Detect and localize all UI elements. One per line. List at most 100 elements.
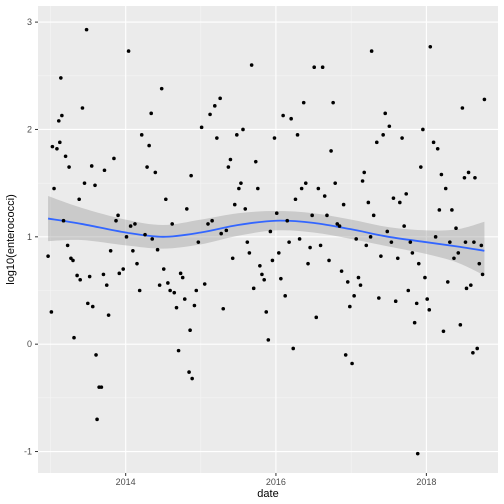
data-point [249, 63, 254, 67]
data-point [139, 133, 144, 137]
data-points-layer [46, 27, 487, 456]
data-point [80, 106, 85, 110]
data-point [358, 283, 363, 287]
data-point [343, 353, 348, 357]
data-point [482, 97, 487, 102]
data-point [473, 175, 477, 180]
data-point [168, 288, 172, 293]
data-point [155, 247, 160, 252]
data-point [454, 226, 458, 231]
data-point [412, 320, 417, 325]
data-point [368, 235, 373, 239]
data-point [306, 261, 310, 266]
data-point [283, 294, 287, 298]
data-point [299, 186, 304, 191]
data-point [104, 283, 109, 287]
data-point [463, 240, 468, 244]
data-point [237, 186, 241, 191]
data-point [318, 243, 323, 248]
data-point [331, 100, 335, 105]
data-point [247, 251, 252, 255]
data-point [178, 271, 183, 276]
data-point [410, 251, 415, 255]
data-point [385, 229, 390, 234]
data-point [433, 235, 438, 239]
data-point [277, 251, 281, 255]
data-point [84, 27, 89, 32]
data-point [161, 267, 166, 271]
data-point [479, 243, 484, 248]
smooth-trend-line [47, 217, 485, 252]
data-point [437, 208, 442, 212]
data-point [333, 181, 337, 185]
data-point [182, 297, 187, 301]
data-point [471, 350, 475, 355]
data-point [293, 197, 298, 202]
data-point [206, 222, 210, 226]
data-point [475, 346, 480, 351]
data-point [189, 173, 193, 178]
y-tick-label: 0 [27, 339, 32, 349]
data-point [345, 280, 350, 284]
data-point [75, 273, 79, 278]
data-point [464, 286, 469, 291]
data-point [67, 165, 71, 169]
data-point [124, 235, 129, 239]
data-point [329, 149, 333, 153]
data-point [356, 275, 361, 280]
data-point [381, 133, 385, 137]
data-point [408, 240, 413, 244]
data-point [308, 245, 312, 250]
data-point [232, 202, 237, 207]
data-point [153, 170, 158, 175]
data-point [86, 301, 90, 306]
data-point [147, 143, 151, 148]
data-point [226, 165, 231, 169]
data-point [258, 264, 262, 268]
data-point [90, 304, 95, 309]
data-point [360, 179, 365, 183]
data-point [452, 256, 456, 261]
data-point [270, 258, 275, 263]
data-point [398, 200, 402, 205]
data-point [93, 183, 97, 188]
data-point [466, 170, 471, 175]
data-point [460, 106, 465, 110]
data-point [235, 133, 239, 137]
y-axis: -1 0 1 2 3 [24, 17, 38, 457]
data-point [285, 218, 290, 223]
data-point [291, 346, 296, 351]
data-point [472, 240, 476, 244]
data-point [383, 111, 388, 116]
data-point [121, 267, 126, 271]
data-point [369, 49, 374, 53]
data-point [243, 207, 248, 211]
data-point [190, 376, 194, 381]
data-point [301, 100, 306, 105]
minor-grid [38, 6, 498, 473]
data-point [108, 248, 113, 253]
data-point [78, 277, 82, 282]
data-point [192, 303, 197, 308]
data-point [416, 261, 421, 266]
data-point [117, 271, 122, 276]
data-point [164, 197, 168, 202]
data-point [187, 370, 191, 374]
data-point [364, 243, 369, 248]
data-point [393, 299, 398, 304]
data-point [264, 310, 269, 314]
data-point [279, 276, 283, 281]
data-point [362, 170, 367, 175]
y-tick-label: 1 [27, 232, 32, 242]
data-point [414, 301, 419, 306]
data-point [480, 272, 485, 277]
data-point [135, 261, 139, 266]
data-point [208, 112, 212, 117]
data-point [262, 277, 266, 282]
data-point [133, 222, 137, 226]
data-point [87, 274, 92, 279]
x-tick-label: 2016 [266, 477, 286, 487]
data-point [320, 65, 325, 69]
data-point [126, 49, 131, 53]
